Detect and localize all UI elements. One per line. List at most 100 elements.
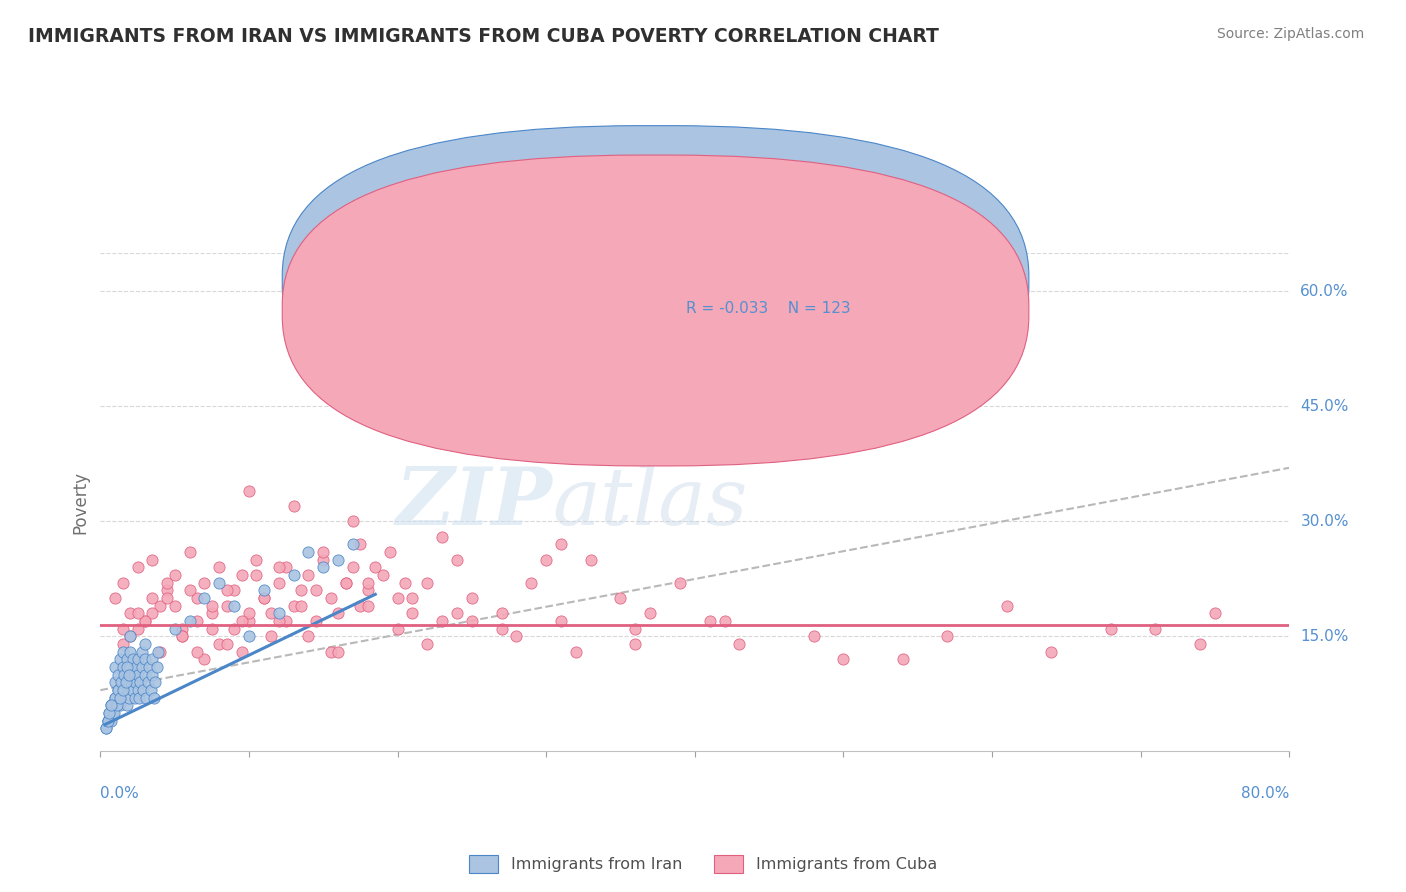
- Point: [201, 607, 224, 621]
- Point: [138, 660, 160, 674]
- Point: [201, 622, 224, 636]
- Point: [117, 668, 139, 682]
- Point: [121, 683, 143, 698]
- Point: [364, 560, 387, 574]
- Point: [124, 675, 146, 690]
- Point: [141, 668, 163, 682]
- Point: [290, 599, 312, 613]
- Text: R = -0.033    N = 123: R = -0.033 N = 123: [686, 301, 851, 317]
- Point: [215, 599, 238, 613]
- Point: [96, 722, 118, 736]
- Point: [491, 607, 513, 621]
- Point: [290, 583, 312, 598]
- Legend: Immigrants from Iran, Immigrants from Cuba: Immigrants from Iran, Immigrants from Cu…: [463, 848, 943, 880]
- Point: [148, 645, 170, 659]
- Point: [111, 622, 134, 636]
- Point: [111, 683, 134, 698]
- Text: Source: ZipAtlas.com: Source: ZipAtlas.com: [1216, 27, 1364, 41]
- Point: [699, 614, 721, 628]
- Point: [565, 645, 588, 659]
- Point: [100, 714, 122, 728]
- Text: R =   0.321    N =   84: R = 0.321 N = 84: [686, 272, 855, 287]
- Point: [260, 630, 283, 644]
- Text: 45.0%: 45.0%: [1301, 399, 1348, 414]
- Point: [267, 560, 290, 574]
- Point: [107, 668, 129, 682]
- Point: [127, 683, 149, 698]
- Point: [139, 683, 162, 698]
- Point: [624, 622, 647, 636]
- Point: [357, 376, 380, 391]
- Point: [274, 560, 297, 574]
- Point: [357, 583, 380, 598]
- Point: [186, 645, 208, 659]
- Point: [120, 660, 142, 674]
- Point: [111, 675, 134, 690]
- Point: [132, 683, 155, 698]
- Point: [100, 698, 122, 713]
- Point: [342, 537, 364, 551]
- Point: [669, 575, 692, 590]
- Point: [104, 591, 127, 606]
- Point: [305, 583, 328, 598]
- Point: [134, 652, 156, 666]
- Point: [891, 652, 914, 666]
- Point: [401, 607, 423, 621]
- Point: [534, 553, 557, 567]
- Point: [127, 560, 149, 574]
- Point: [231, 568, 253, 582]
- Point: [936, 630, 959, 644]
- Point: [172, 630, 194, 644]
- Point: [1040, 645, 1063, 659]
- Point: [430, 530, 453, 544]
- Point: [111, 645, 134, 659]
- Point: [297, 545, 319, 559]
- Point: [115, 660, 138, 674]
- Point: [134, 614, 156, 628]
- Point: [136, 675, 159, 690]
- Point: [127, 607, 149, 621]
- Point: [491, 622, 513, 636]
- Point: [238, 614, 260, 628]
- Point: [238, 483, 260, 498]
- Point: [283, 499, 305, 513]
- Point: [122, 652, 145, 666]
- Point: [1099, 622, 1122, 636]
- Point: [297, 630, 319, 644]
- Point: [231, 614, 253, 628]
- Point: [387, 622, 409, 636]
- Point: [156, 591, 179, 606]
- Point: [267, 607, 290, 621]
- Point: [141, 553, 163, 567]
- Point: [238, 607, 260, 621]
- Point: [98, 706, 121, 720]
- Point: [141, 652, 163, 666]
- Point: [326, 553, 349, 567]
- Point: [208, 560, 231, 574]
- Point: [245, 568, 267, 582]
- Point: [104, 660, 127, 674]
- Point: [995, 599, 1018, 613]
- Point: [215, 583, 238, 598]
- Point: [186, 614, 208, 628]
- Point: [283, 599, 305, 613]
- Point: [149, 599, 172, 613]
- Point: [193, 652, 215, 666]
- Point: [319, 591, 342, 606]
- Point: [208, 637, 231, 651]
- Point: [146, 660, 169, 674]
- Point: [222, 622, 245, 636]
- Point: [115, 652, 138, 666]
- Point: [446, 553, 468, 567]
- Text: 60.0%: 60.0%: [1301, 284, 1348, 299]
- Point: [127, 622, 149, 636]
- Point: [349, 599, 371, 613]
- Point: [163, 622, 186, 636]
- Point: [141, 591, 163, 606]
- Point: [326, 645, 349, 659]
- Text: 30.0%: 30.0%: [1301, 514, 1348, 529]
- Point: [100, 698, 122, 713]
- Point: [114, 668, 136, 682]
- Point: [305, 614, 328, 628]
- Point: [1144, 622, 1167, 636]
